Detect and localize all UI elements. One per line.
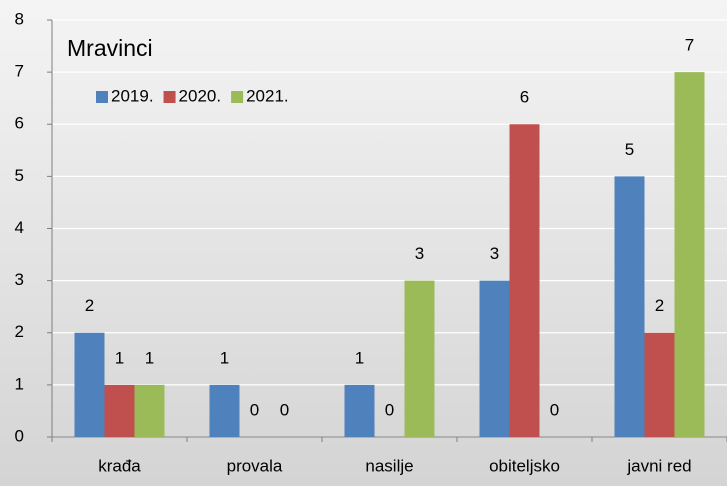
bar <box>614 176 645 437</box>
legend-swatch <box>96 91 108 103</box>
value-label: 1 <box>220 348 229 367</box>
y-tick-label: 3 <box>15 270 24 289</box>
bar <box>644 332 675 437</box>
bar <box>344 384 375 437</box>
x-tick-label: obiteljsko <box>489 456 560 475</box>
y-tick-label: 6 <box>15 114 24 133</box>
legend-label: 2020. <box>179 86 222 105</box>
bar <box>404 280 435 437</box>
y-tick-label: 7 <box>15 62 24 81</box>
bar <box>74 332 105 437</box>
y-tick-label: 1 <box>15 374 24 393</box>
value-label: 0 <box>250 400 259 419</box>
y-tick-label: 0 <box>15 426 24 445</box>
value-label: 3 <box>490 244 499 263</box>
bar <box>479 280 510 437</box>
y-tick-label: 8 <box>15 9 24 28</box>
x-tick-label: provala <box>227 456 283 475</box>
x-tick-label: javni red <box>626 456 691 475</box>
value-label: 1 <box>115 348 124 367</box>
value-label: 2 <box>85 296 94 315</box>
bar <box>674 72 705 437</box>
legend-label: 2021. <box>246 86 289 105</box>
value-label: 7 <box>685 36 694 55</box>
value-label: 3 <box>415 244 424 263</box>
value-label: 1 <box>355 348 364 367</box>
y-tick-label: 2 <box>15 322 24 341</box>
value-label: 0 <box>280 400 289 419</box>
value-label: 0 <box>550 400 559 419</box>
x-tick-label: krađa <box>98 456 141 475</box>
value-label: 0 <box>385 400 394 419</box>
value-label: 2 <box>655 296 664 315</box>
y-tick-label: 5 <box>15 166 24 185</box>
x-tick-label: nasilje <box>365 456 413 475</box>
bar <box>209 384 240 437</box>
legend-label: 2019. <box>111 86 154 105</box>
value-label: 6 <box>520 88 529 107</box>
value-label: 5 <box>625 140 634 159</box>
bar <box>134 384 165 437</box>
bar <box>509 124 540 437</box>
value-label: 1 <box>145 348 154 367</box>
y-tick-label: 4 <box>15 218 24 237</box>
legend-swatch <box>163 91 176 103</box>
bar <box>104 384 135 437</box>
legend-swatch <box>231 91 244 103</box>
chart-title: Mravinci <box>67 35 153 61</box>
